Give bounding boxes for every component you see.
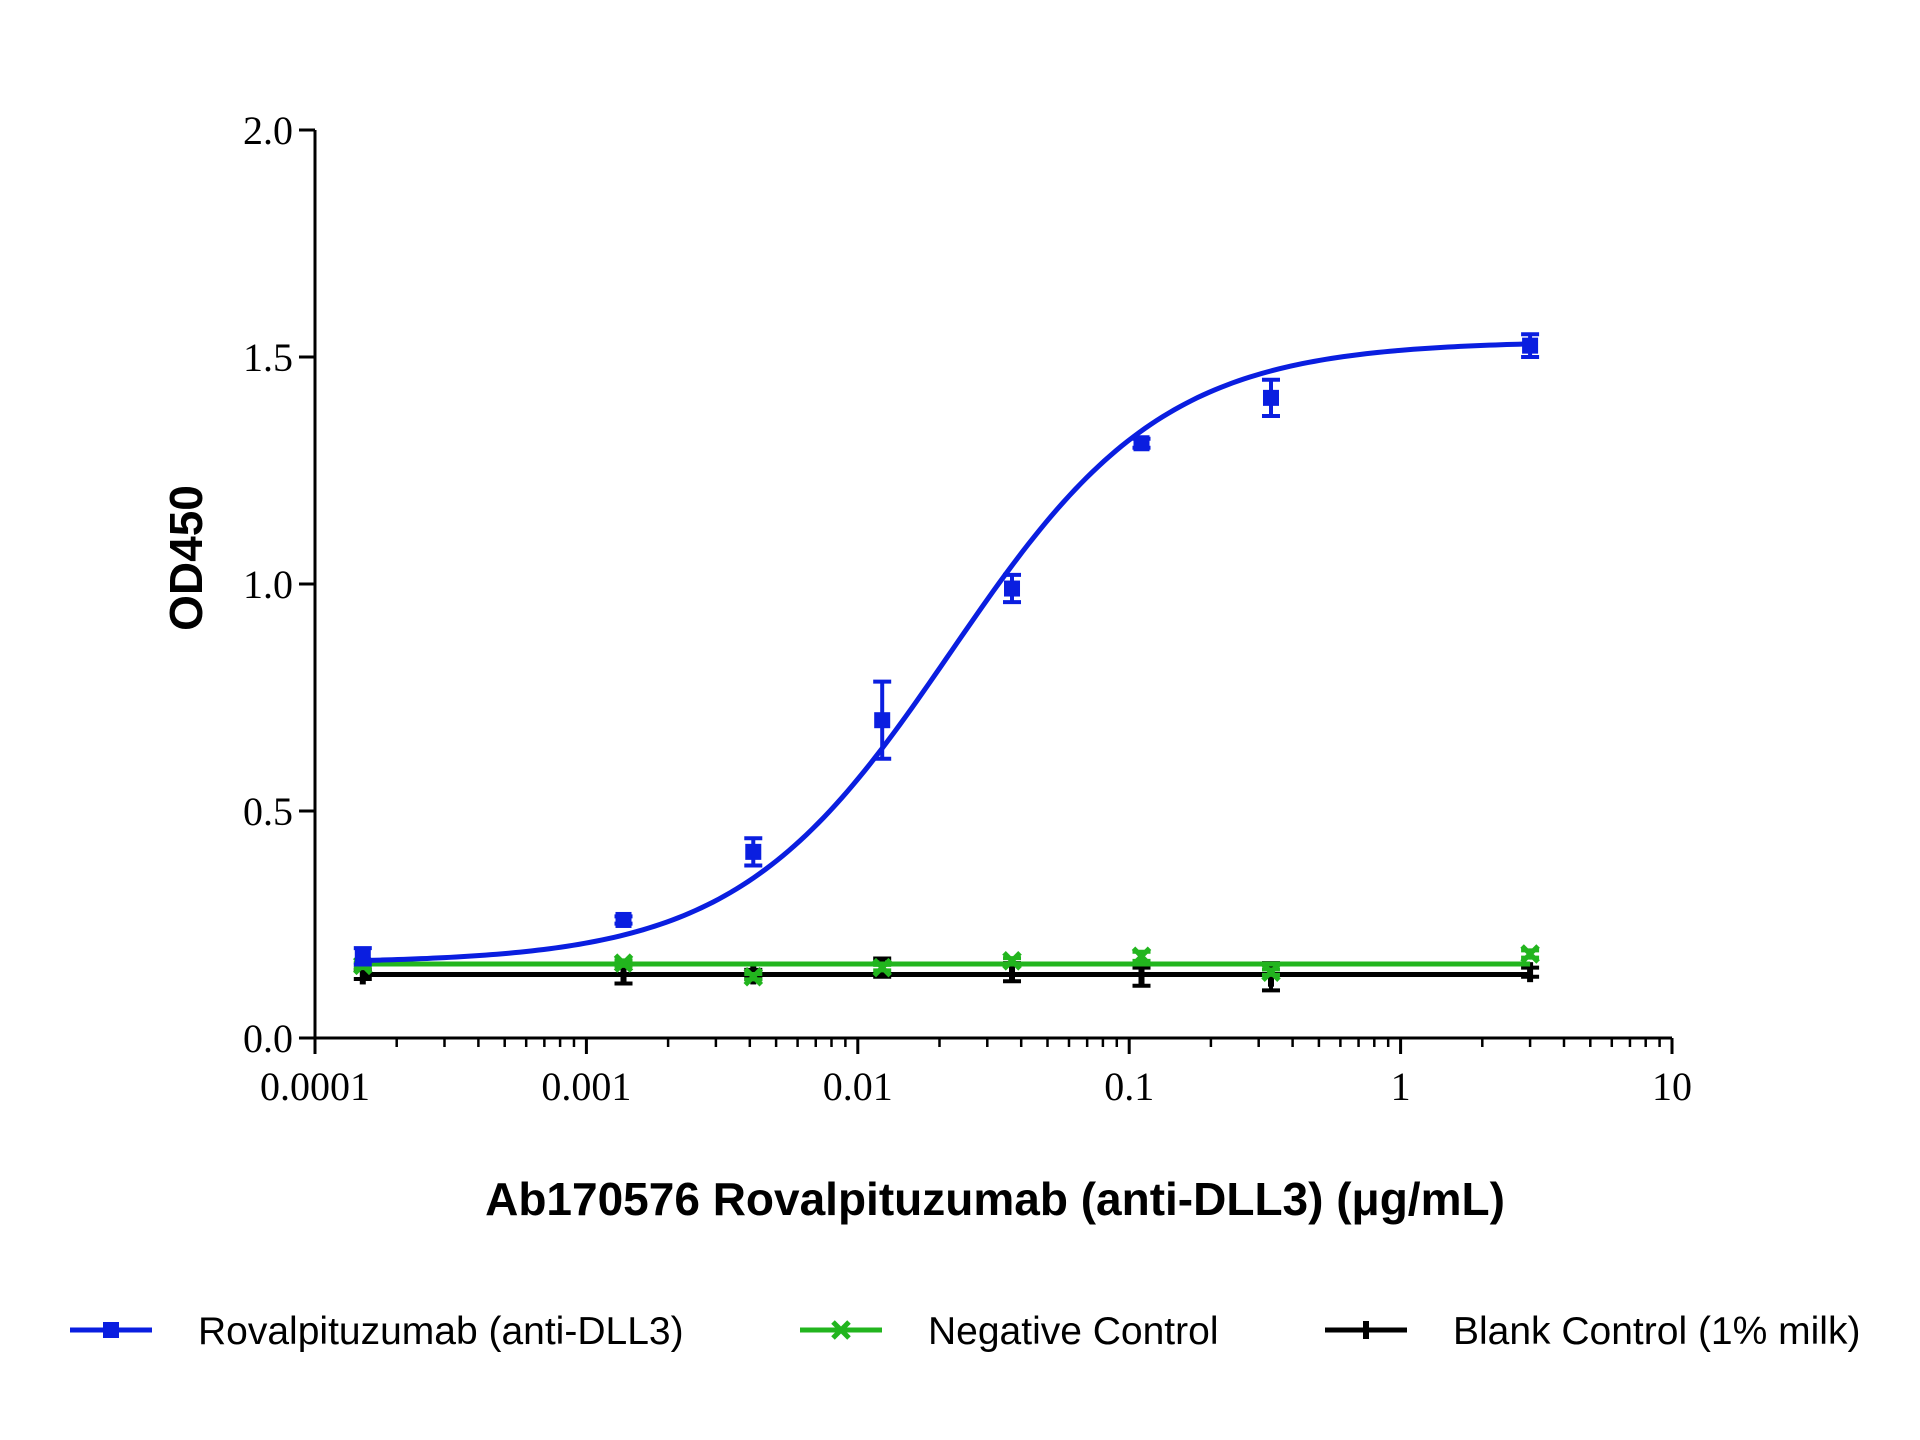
bar-marker bbox=[1138, 966, 1145, 987]
y-tick-label: 1.5 bbox=[243, 335, 293, 380]
legend-label: Rovalpituzumab (anti-DLL3) bbox=[198, 1310, 684, 1353]
legend-label: Blank Control (1% milk) bbox=[1453, 1310, 1860, 1353]
negative-control-point bbox=[872, 957, 892, 978]
rovalpituzumab-anti-dll3-point bbox=[353, 946, 372, 967]
x-marker bbox=[1261, 962, 1281, 982]
x-tick-label: 0.001 bbox=[541, 1064, 631, 1109]
x-tick-label: 0.1 bbox=[1104, 1064, 1154, 1109]
square-marker bbox=[615, 911, 632, 928]
square-marker bbox=[1133, 435, 1150, 452]
negative-control-point bbox=[1261, 962, 1281, 982]
bar-marker bbox=[1009, 962, 1016, 983]
x-axis-title: Ab170576 Rovalpituzumab (anti-DLL3) (μg/… bbox=[485, 1173, 1505, 1225]
square-marker bbox=[1004, 580, 1021, 597]
blank-control-1-milk-point bbox=[1132, 965, 1151, 988]
x-tick-label: 0.0001 bbox=[260, 1064, 370, 1109]
x-tick-label: 10 bbox=[1652, 1064, 1692, 1109]
square-marker bbox=[874, 712, 891, 729]
rovalpituzumab-anti-dll3-point bbox=[873, 679, 892, 761]
rovalpituzumab-anti-dll3-point bbox=[1261, 377, 1280, 419]
square-marker bbox=[1262, 389, 1279, 406]
y-tick-label: 0.0 bbox=[243, 1016, 293, 1061]
square-marker bbox=[745, 843, 762, 860]
rovalpituzumab-anti-dll3-fit-line bbox=[362, 341, 1531, 964]
legend-label: Negative Control bbox=[928, 1310, 1218, 1353]
y-tick-label: 0.5 bbox=[243, 789, 293, 834]
legend-item-negative-control: Negative Control bbox=[800, 1310, 1218, 1353]
rovalpituzumab-anti-dll3-point bbox=[614, 911, 633, 928]
square-marker bbox=[354, 948, 371, 965]
legend-item-blank-control-1-milk: Blank Control (1% milk) bbox=[1325, 1310, 1860, 1353]
x-tick-label: 0.01 bbox=[823, 1064, 893, 1109]
y-axis-title: OD450 bbox=[160, 485, 212, 631]
y-tick-label: 1.0 bbox=[243, 562, 293, 607]
rovalpituzumab-anti-dll3-point bbox=[1003, 572, 1022, 605]
negative-control-point bbox=[613, 953, 634, 973]
x-marker bbox=[613, 953, 634, 973]
bar-marker bbox=[1527, 962, 1534, 983]
legend-bar-marker bbox=[1363, 1321, 1369, 1339]
plot-area bbox=[353, 332, 1540, 993]
legend-square-marker bbox=[103, 1322, 119, 1338]
square-marker bbox=[1522, 337, 1539, 354]
legend-item-rovalpituzumab-anti-dll3: Rovalpituzumab (anti-DLL3) bbox=[70, 1310, 684, 1353]
rovalpituzumab-anti-dll3-point bbox=[1521, 332, 1540, 359]
negative-control-point bbox=[1520, 944, 1540, 964]
legend: Rovalpituzumab (anti-DLL3) Negative Contr… bbox=[70, 1310, 1860, 1353]
bar-marker bbox=[359, 964, 366, 985]
x-marker bbox=[872, 957, 892, 978]
x-marker bbox=[743, 966, 764, 987]
x-marker bbox=[1520, 944, 1540, 964]
axes: 0.0 0.5 1.0 1.5 2.0 0.0001 0.001 0.01 0.1 1 10 bbox=[243, 108, 1692, 1109]
x-tick-label: 1 bbox=[1391, 1064, 1411, 1109]
bar-marker bbox=[620, 964, 627, 985]
negative-control-point bbox=[1131, 946, 1152, 967]
negative-control-point bbox=[1002, 951, 1022, 971]
x-marker bbox=[1002, 951, 1022, 971]
negative-control-point bbox=[743, 966, 764, 987]
y-tick-label: 2.0 bbox=[243, 108, 293, 153]
x-marker bbox=[1131, 946, 1152, 967]
rovalpituzumab-anti-dll3-point bbox=[1132, 435, 1151, 452]
rovalpituzumab-anti-dll3-point bbox=[744, 836, 763, 868]
blank-control-1-milk-point bbox=[1521, 962, 1540, 983]
legend-x-marker bbox=[831, 1320, 851, 1340]
